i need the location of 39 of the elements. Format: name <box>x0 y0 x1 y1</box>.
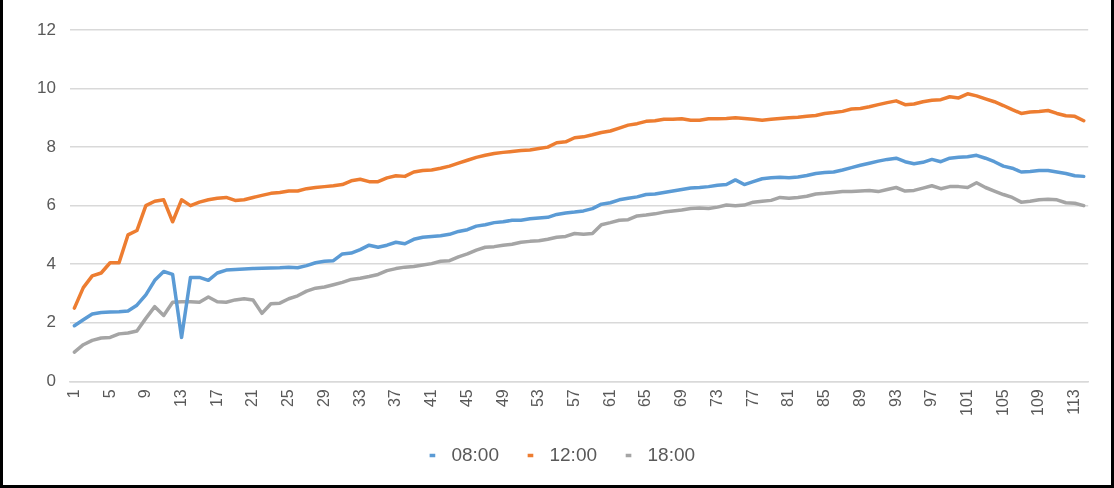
x-tick-label: 73 <box>707 389 725 408</box>
x-tick-label: 81 <box>779 389 797 408</box>
x-tick-label: 61 <box>600 389 618 408</box>
x-tick-label: 113 <box>1065 389 1083 415</box>
legend-label: 12:00 <box>549 443 598 465</box>
x-tick-label: 9 <box>136 389 154 399</box>
x-tick-label: 77 <box>743 389 761 408</box>
x-tick-label: 93 <box>886 389 904 408</box>
y-tick-label: 2 <box>46 312 56 332</box>
y-tick-label: 6 <box>46 195 56 215</box>
x-tick-label: 101 <box>958 389 976 417</box>
x-tick-label: 105 <box>993 389 1011 417</box>
x-tick-label: 37 <box>386 389 404 408</box>
x-tick-label: 109 <box>1029 389 1047 417</box>
x-tick-label: 25 <box>279 389 297 408</box>
y-tick-label: 8 <box>46 136 56 156</box>
x-tick-label: 49 <box>493 389 511 408</box>
x-tick-label: 53 <box>529 389 547 408</box>
x-tick-label: 1 <box>64 389 82 399</box>
y-tick-label: 10 <box>36 78 56 98</box>
x-tick-label: 65 <box>636 389 654 408</box>
x-tick-label: 45 <box>457 389 475 408</box>
x-tick-label: 85 <box>815 389 833 408</box>
y-tick-label: 4 <box>46 253 56 273</box>
y-tick-label: 0 <box>46 370 56 390</box>
x-tick-label: 89 <box>850 389 868 408</box>
x-tick-label: 13 <box>171 389 189 408</box>
x-tick-label: 57 <box>564 389 582 408</box>
x-tick-label: 41 <box>422 389 440 408</box>
x-tick-label: 21 <box>243 389 261 408</box>
x-tick-label: 69 <box>672 389 690 408</box>
x-tick-label: 29 <box>314 389 332 408</box>
x-tick-label: 5 <box>100 389 118 399</box>
legend-label: 18:00 <box>647 443 696 465</box>
x-tick-label: 97 <box>922 389 940 408</box>
y-tick-label: 12 <box>36 19 56 39</box>
x-tick-label: 33 <box>350 389 368 408</box>
legend-label: 08:00 <box>451 443 499 465</box>
x-tick-label: 17 <box>207 389 225 408</box>
